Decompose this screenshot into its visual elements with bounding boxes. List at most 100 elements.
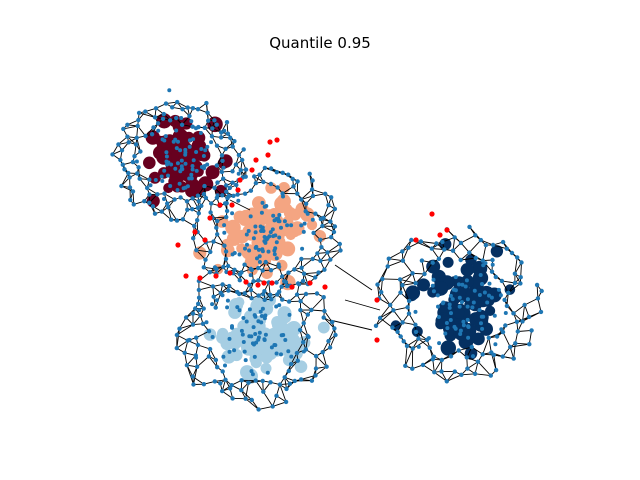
graph-node bbox=[198, 131, 203, 135]
graph-node bbox=[262, 338, 267, 342]
graph-node bbox=[436, 304, 440, 309]
edge bbox=[537, 298, 542, 313]
edge bbox=[379, 304, 391, 319]
cluster-node-dark-red bbox=[143, 156, 156, 170]
graph-node bbox=[260, 200, 265, 205]
graph-node bbox=[456, 348, 461, 353]
graph-node bbox=[189, 119, 194, 124]
graph-node bbox=[136, 110, 142, 116]
graph-node bbox=[404, 343, 410, 349]
graph-node bbox=[252, 342, 256, 347]
graph-node bbox=[274, 351, 279, 356]
outlier-node bbox=[197, 275, 203, 281]
graph-node bbox=[461, 323, 466, 328]
graph-node bbox=[406, 298, 412, 304]
edge bbox=[300, 189, 313, 200]
graph-node bbox=[260, 306, 265, 311]
outlier-node bbox=[202, 237, 208, 243]
graph-node bbox=[299, 223, 304, 228]
graph-node bbox=[256, 247, 261, 252]
graph-node bbox=[490, 242, 496, 248]
edge bbox=[387, 260, 404, 267]
edge bbox=[329, 208, 336, 222]
graph-node bbox=[449, 311, 453, 316]
graph-node bbox=[190, 374, 195, 379]
graph-node bbox=[299, 197, 304, 202]
outlier-node bbox=[213, 273, 219, 279]
graph-node bbox=[159, 209, 164, 214]
graph-node bbox=[138, 149, 143, 154]
graph-node bbox=[221, 176, 226, 181]
graph-node bbox=[174, 115, 179, 121]
graph-node bbox=[196, 211, 201, 216]
graph-node bbox=[465, 304, 470, 309]
graph-node bbox=[190, 207, 195, 212]
edge bbox=[136, 137, 141, 152]
graph-node bbox=[150, 204, 156, 209]
graph-node bbox=[174, 146, 179, 151]
graph-node bbox=[281, 194, 285, 199]
graph-node bbox=[230, 180, 235, 185]
edge bbox=[196, 249, 211, 253]
graph-node bbox=[190, 164, 195, 168]
graph-node bbox=[515, 255, 520, 260]
edge bbox=[508, 283, 521, 294]
graph-node bbox=[398, 290, 403, 295]
graph-node bbox=[191, 137, 196, 142]
graph-node bbox=[152, 211, 158, 216]
graph-node bbox=[298, 307, 303, 313]
graph-node bbox=[235, 305, 240, 310]
graph-node bbox=[160, 137, 165, 142]
edge bbox=[475, 373, 491, 377]
graph-node bbox=[316, 270, 321, 275]
graph-node bbox=[250, 372, 255, 377]
graph-node bbox=[208, 249, 213, 255]
graph-node bbox=[318, 216, 324, 222]
graph-node bbox=[508, 344, 513, 350]
graph-node bbox=[318, 237, 323, 242]
graph-node bbox=[224, 120, 230, 125]
graph-node bbox=[160, 179, 165, 183]
graph-node bbox=[295, 179, 300, 184]
graph-node bbox=[179, 122, 185, 128]
graph-node bbox=[247, 248, 252, 253]
graph-node bbox=[280, 274, 285, 279]
edge bbox=[402, 260, 413, 274]
cluster-node-dark-blue bbox=[490, 245, 504, 258]
outlier-node bbox=[413, 237, 419, 243]
figure-title: Quantile 0.95 bbox=[269, 34, 371, 52]
graph-node bbox=[249, 369, 254, 374]
graph-node bbox=[325, 250, 330, 255]
graph-node bbox=[499, 278, 505, 284]
graph-node bbox=[223, 377, 228, 382]
graph-node bbox=[136, 165, 141, 170]
graph-node bbox=[153, 178, 158, 182]
edge bbox=[304, 272, 319, 275]
graph-node bbox=[143, 133, 148, 139]
edge bbox=[322, 352, 328, 367]
cluster-node-dark-blue bbox=[442, 256, 454, 268]
graph-node bbox=[480, 326, 485, 331]
graph-node bbox=[237, 308, 242, 313]
graph-node bbox=[256, 337, 261, 342]
graph-node bbox=[219, 130, 224, 135]
edge bbox=[446, 374, 462, 382]
graph-node bbox=[430, 260, 435, 265]
graph-node bbox=[183, 161, 188, 166]
edge bbox=[198, 280, 214, 287]
edge bbox=[288, 360, 299, 372]
graph-node bbox=[318, 258, 323, 263]
graph-node bbox=[199, 203, 204, 208]
graph-node bbox=[444, 321, 449, 325]
graph-node bbox=[271, 213, 276, 218]
graph-node bbox=[458, 332, 463, 336]
graph-node bbox=[187, 144, 192, 149]
graph-node bbox=[202, 183, 207, 189]
graph-node bbox=[303, 291, 309, 297]
edge bbox=[510, 343, 530, 348]
graph-node bbox=[237, 272, 243, 277]
cluster-node-light-blue bbox=[277, 306, 292, 321]
outlier-node bbox=[235, 187, 241, 193]
graph-node bbox=[210, 126, 215, 131]
graph-node bbox=[279, 225, 283, 230]
